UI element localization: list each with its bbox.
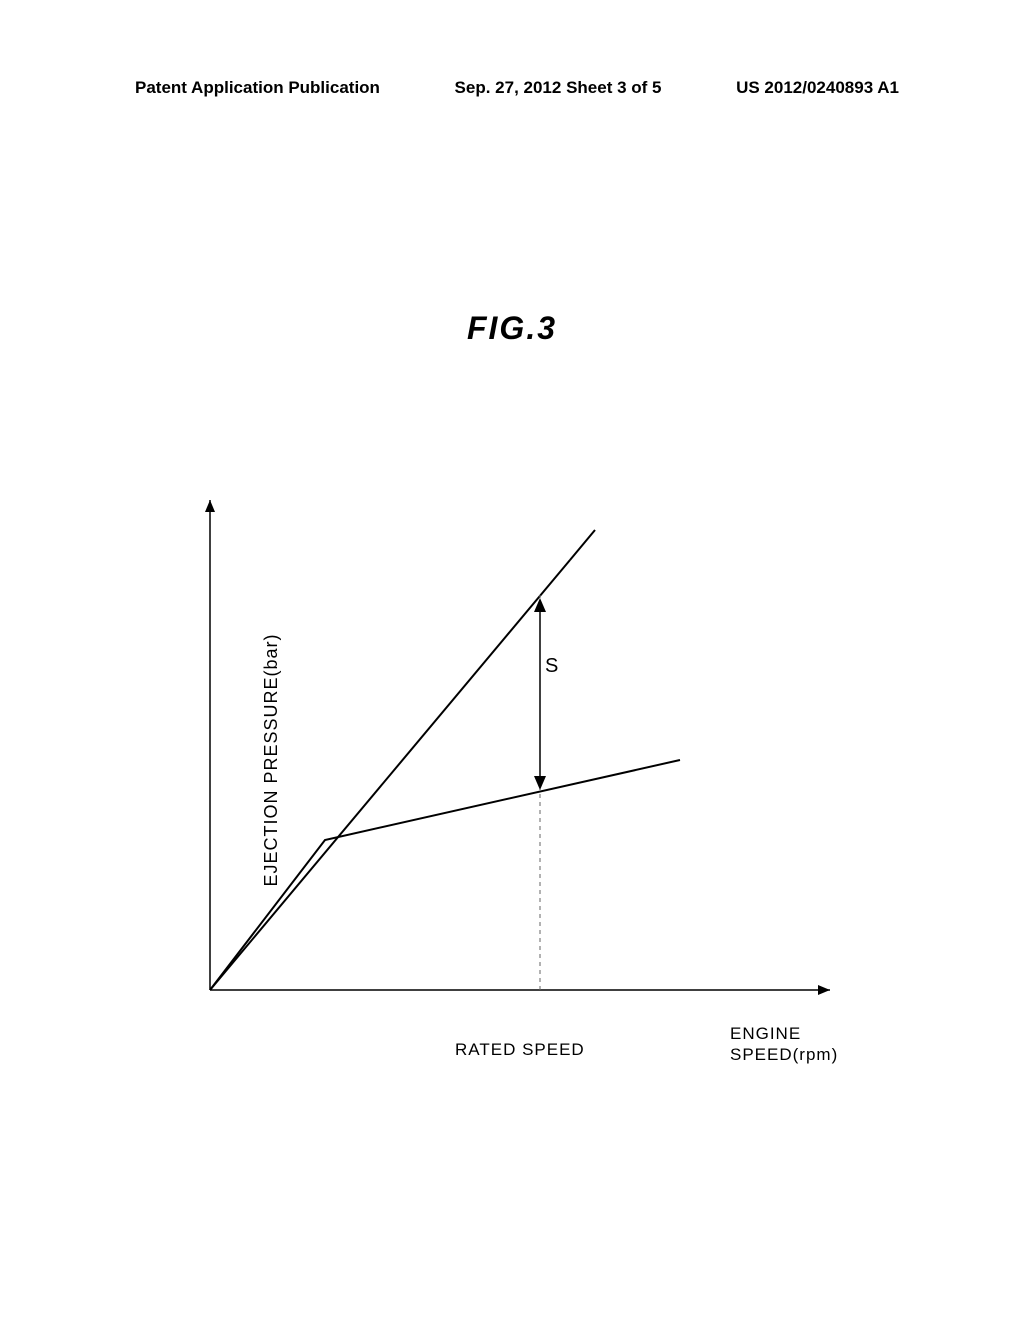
annotation-s: S [545, 655, 558, 678]
x-axis-engine-speed-label: ENGINESPEED(rpm) [730, 1024, 838, 1065]
page-header: Patent Application Publication Sep. 27, … [0, 78, 1024, 98]
header-patent-number: US 2012/0240893 A1 [736, 78, 899, 98]
chart-area: EJECTION PRESSURE(bar) RATED SPEED ENGIN… [180, 490, 860, 1030]
header-date-sheet: Sep. 27, 2012 Sheet 3 of 5 [455, 78, 662, 98]
header-publication: Patent Application Publication [135, 78, 380, 98]
y-axis-label: EJECTION PRESSURE(bar) [261, 633, 282, 886]
figure-title: FIG.3 [467, 310, 557, 347]
x-axis-rated-speed-label: RATED SPEED [455, 1040, 585, 1060]
